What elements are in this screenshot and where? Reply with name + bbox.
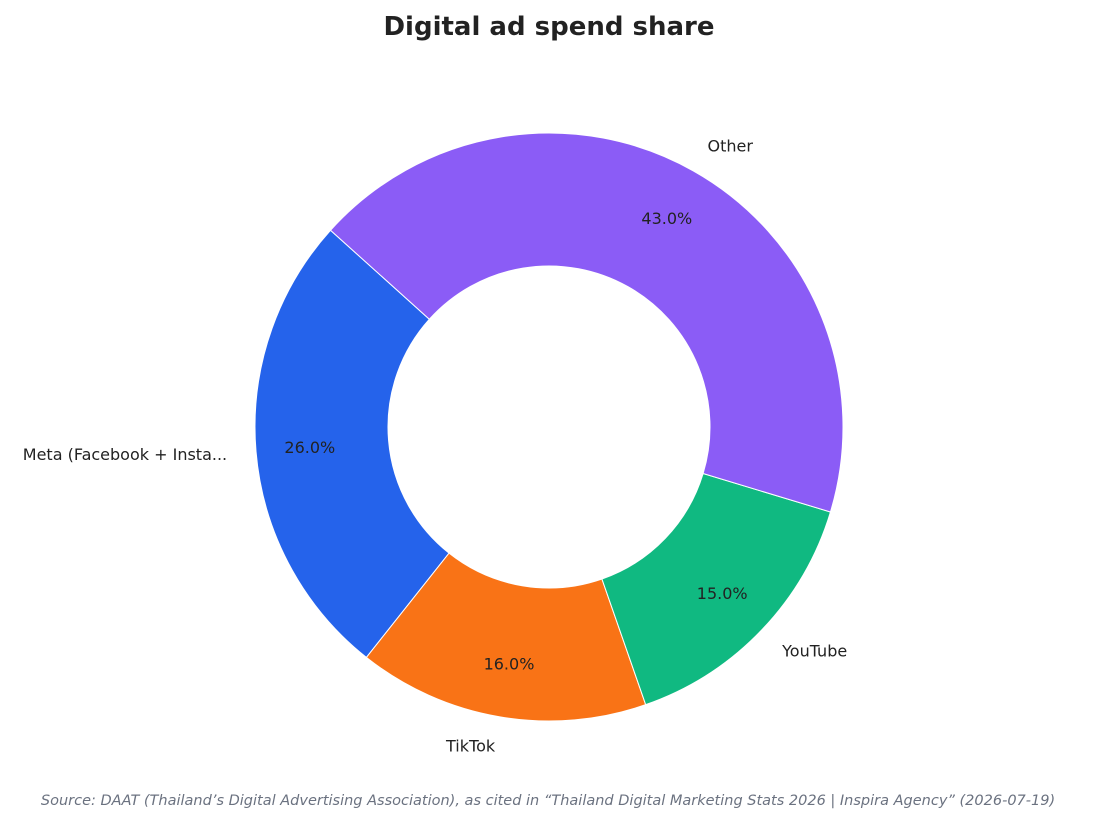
pct-label-other: 43.0% (641, 209, 692, 228)
slice-tiktok (365, 552, 647, 722)
category-label-tiktok: TikTok (445, 736, 496, 755)
pct-label-youtube: 15.0% (697, 584, 748, 603)
pct-label-tiktok: 16.0% (484, 655, 535, 674)
slice-other (329, 132, 844, 513)
category-label-meta-facebook-insta: Meta (Facebook + Insta... (23, 445, 227, 464)
chart-title: Digital ad spend share (383, 12, 714, 42)
source-note: Source: DAAT (Thailand’s Digital Adverti… (41, 793, 1055, 809)
labels-layer: 26.0% Meta (Facebook + Insta... 16.0% TikTo… (23, 137, 847, 756)
slice-youtube (601, 472, 832, 706)
pct-label-meta-facebook-insta: 26.0% (284, 438, 335, 457)
category-label-youtube: YouTube (781, 642, 847, 661)
slice-meta-facebook-insta (254, 229, 450, 659)
slices-layer (254, 132, 844, 722)
category-label-other: Other (708, 137, 754, 156)
